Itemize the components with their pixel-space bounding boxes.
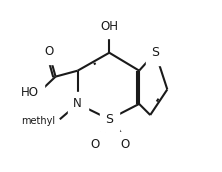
Text: S: S	[151, 46, 159, 59]
Text: O: O	[120, 137, 129, 150]
Text: OH: OH	[100, 20, 118, 33]
Text: methyl: methyl	[22, 116, 56, 126]
Text: HO: HO	[20, 86, 38, 99]
Text: N: N	[73, 97, 82, 110]
Text: S: S	[105, 113, 113, 126]
Text: O: O	[44, 45, 53, 58]
Text: O: O	[90, 137, 99, 150]
